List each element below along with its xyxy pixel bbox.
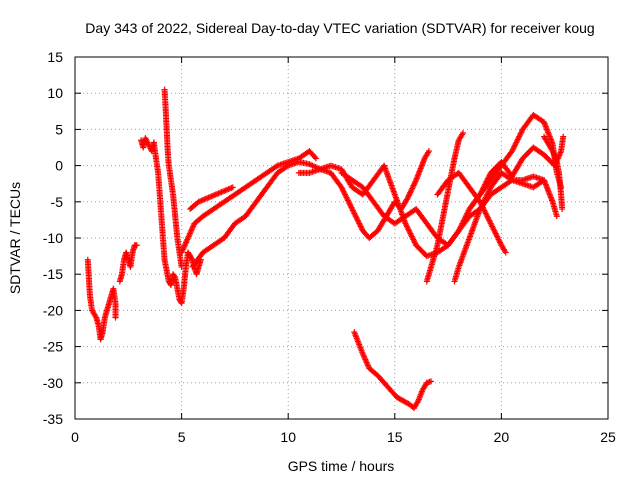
series-arc-k bbox=[451, 169, 560, 285]
x-tick-label: 5 bbox=[178, 429, 186, 445]
series-spike bbox=[161, 86, 185, 270]
series-arc-j bbox=[434, 169, 509, 256]
data-point bbox=[409, 185, 416, 192]
x-tick-label: 10 bbox=[280, 429, 296, 445]
data-marks bbox=[84, 86, 567, 412]
data-point bbox=[312, 155, 319, 162]
y-tick-label: -10 bbox=[43, 230, 63, 246]
y-tick-label: -30 bbox=[43, 375, 63, 391]
series-arc-e bbox=[187, 184, 236, 213]
y-tick-label: 5 bbox=[55, 121, 63, 137]
y-axis-label: SDTVAR / TECUs bbox=[7, 182, 23, 294]
data-point bbox=[410, 182, 417, 189]
data-point bbox=[404, 195, 411, 202]
data-point bbox=[188, 255, 195, 262]
x-tick-label: 20 bbox=[494, 429, 510, 445]
data-point bbox=[407, 188, 414, 195]
data-point bbox=[460, 130, 467, 137]
data-point bbox=[553, 213, 560, 220]
data-point bbox=[112, 314, 119, 321]
series-arc-a bbox=[84, 256, 119, 343]
series-arc-b bbox=[116, 242, 140, 285]
x-axis-label: GPS time / hours bbox=[288, 458, 395, 474]
data-point bbox=[311, 154, 318, 161]
data-point bbox=[407, 189, 414, 196]
ticks-layer: 0 5 10 15 20 25 15 10 5 0 -5 -10 -15 -20 -25 -30 -35 bbox=[43, 49, 616, 445]
data-point bbox=[408, 186, 415, 193]
data-point bbox=[428, 378, 435, 385]
data-point bbox=[178, 263, 185, 270]
y-tick-label: -35 bbox=[43, 411, 63, 427]
series-arc-c bbox=[138, 135, 204, 307]
data-point bbox=[405, 193, 412, 200]
y-tick-label: 15 bbox=[47, 49, 63, 65]
series-arc-m bbox=[541, 133, 566, 213]
data-point bbox=[406, 191, 413, 198]
data-point bbox=[229, 184, 236, 191]
series-arc-dip bbox=[351, 329, 435, 412]
data-point bbox=[559, 206, 566, 213]
data-point bbox=[425, 148, 432, 155]
chart-title: Day 343 of 2022, Sidereal Day-to-day VTE… bbox=[85, 20, 594, 36]
data-point bbox=[411, 181, 418, 188]
data-point bbox=[405, 192, 412, 199]
data-point bbox=[560, 133, 567, 140]
y-tick-label: 0 bbox=[55, 158, 63, 174]
y-tick-label: -5 bbox=[51, 194, 64, 210]
data-point bbox=[171, 273, 178, 280]
y-tick-label: -25 bbox=[43, 339, 63, 355]
data-point bbox=[409, 184, 416, 191]
data-point bbox=[133, 242, 140, 249]
y-tick-label: -20 bbox=[43, 302, 63, 318]
data-point bbox=[411, 179, 418, 186]
y-tick-label: 10 bbox=[47, 85, 63, 101]
data-point bbox=[502, 249, 509, 256]
data-point bbox=[412, 178, 419, 185]
y-tick-label: -15 bbox=[43, 266, 63, 282]
series-arc-i bbox=[423, 130, 467, 285]
x-tick-label: 0 bbox=[71, 429, 79, 445]
x-tick-label: 25 bbox=[600, 429, 616, 445]
x-tick-label: 15 bbox=[387, 429, 403, 445]
